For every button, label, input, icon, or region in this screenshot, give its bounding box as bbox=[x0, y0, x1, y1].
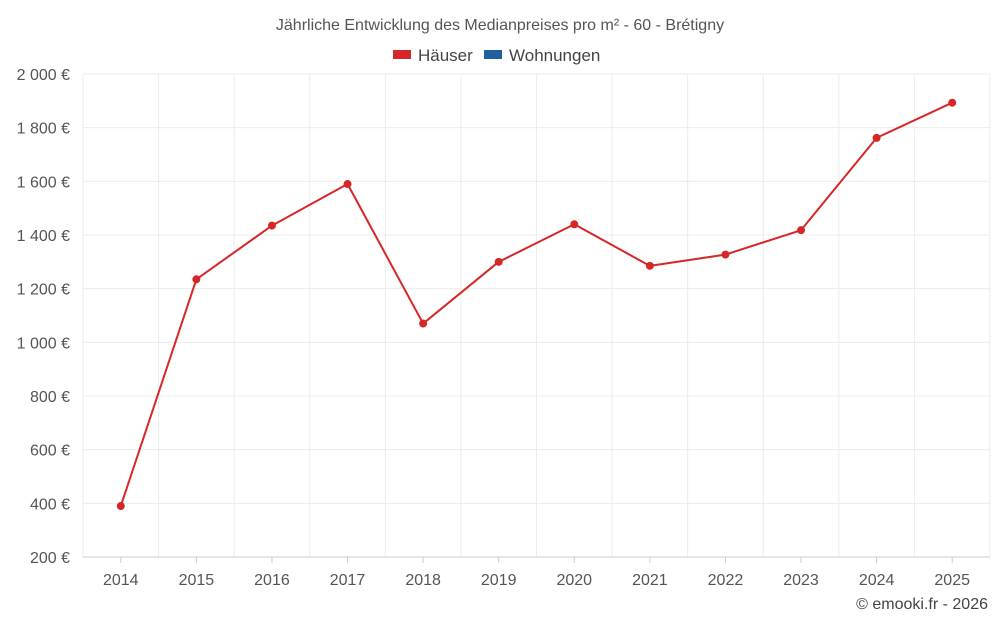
data-point-h-user[interactable] bbox=[721, 250, 730, 259]
x-tick-label: 2018 bbox=[405, 572, 441, 589]
credit: © emooki.fr - 2026 bbox=[856, 596, 988, 613]
grid bbox=[82, 73, 991, 557]
legend: Häuser Wohnungen bbox=[393, 46, 600, 65]
x-tick-label: 2025 bbox=[934, 572, 970, 589]
x-tick-label: 2021 bbox=[632, 572, 668, 589]
data-point-h-user[interactable] bbox=[192, 275, 201, 284]
legend-label-haeuser: Häuser bbox=[418, 46, 473, 65]
data-point-h-user[interactable] bbox=[494, 257, 503, 266]
data-point-h-user[interactable] bbox=[872, 133, 881, 142]
data-point-h-user[interactable] bbox=[645, 261, 654, 270]
y-tick-label: 1 800 € bbox=[17, 121, 70, 138]
y-tick-label: 200 € bbox=[30, 550, 70, 567]
y-tick-label: 400 € bbox=[30, 496, 70, 513]
x-tick-label: 2020 bbox=[556, 572, 592, 589]
y-tick-label: 1 000 € bbox=[17, 335, 70, 352]
data-point-h-user[interactable] bbox=[267, 221, 276, 230]
data-point-h-user[interactable] bbox=[116, 502, 125, 511]
y-tick-label: 600 € bbox=[30, 443, 70, 460]
x-tick-label: 2014 bbox=[103, 572, 139, 589]
x-tick-label: 2017 bbox=[330, 572, 366, 589]
legend-item-haeuser[interactable]: Häuser bbox=[393, 46, 473, 65]
x-tick-label: 2019 bbox=[481, 572, 517, 589]
series-line-h-user bbox=[119, 101, 953, 507]
data-point-h-user[interactable] bbox=[343, 180, 352, 189]
legend-item-wohnungen[interactable]: Wohnungen bbox=[484, 46, 600, 65]
x-tick-label: 2016 bbox=[254, 572, 290, 589]
data-point-h-user[interactable] bbox=[948, 98, 957, 107]
y-tick-label: 800 € bbox=[30, 389, 70, 406]
legend-swatch-haeuser bbox=[393, 50, 411, 59]
data-point-h-user[interactable] bbox=[570, 220, 579, 229]
chart-title: Jährliche Entwicklung des Medianpreises … bbox=[276, 17, 724, 34]
data-point-h-user[interactable] bbox=[419, 319, 428, 328]
axes: 200 € 400 € 600 € 800 € 1 000 € 1 200 € 1 400 … bbox=[17, 67, 990, 589]
x-tick-label: 2023 bbox=[783, 572, 819, 589]
y-tick-label: 2 000 € bbox=[17, 67, 70, 84]
series-layer bbox=[116, 98, 957, 511]
x-tick-label: 2015 bbox=[179, 572, 215, 589]
y-tick-label: 1 400 € bbox=[17, 228, 70, 245]
x-tick-label: 2024 bbox=[859, 572, 895, 589]
y-tick-label: 1 200 € bbox=[17, 282, 70, 299]
legend-label-wohnungen: Wohnungen bbox=[509, 46, 600, 65]
y-tick-label: 1 600 € bbox=[17, 174, 70, 191]
data-point-h-user[interactable] bbox=[797, 226, 806, 235]
x-tick-label: 2022 bbox=[708, 572, 744, 589]
legend-swatch-wohnungen bbox=[484, 50, 502, 59]
